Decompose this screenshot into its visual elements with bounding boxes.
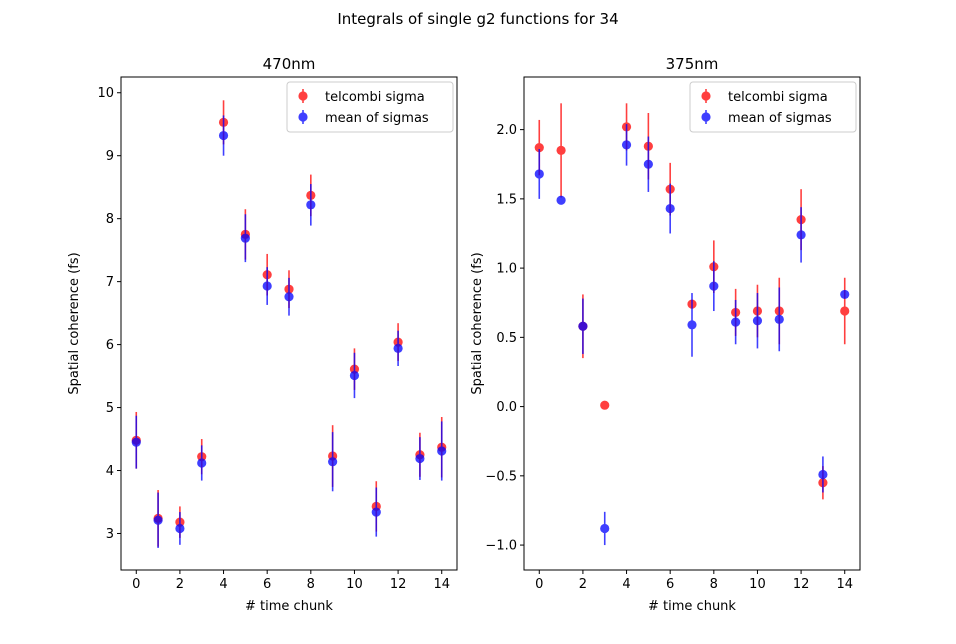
data-point bbox=[774, 314, 784, 324]
legend-box bbox=[286, 81, 454, 133]
data-point bbox=[262, 281, 272, 291]
data-point bbox=[709, 281, 719, 291]
data-point bbox=[818, 469, 828, 480]
y-tick-label: 6 bbox=[106, 338, 114, 353]
x-tick-label: 0 bbox=[132, 577, 140, 592]
data-point bbox=[621, 140, 632, 150]
series-mean-of-sigmas bbox=[131, 115, 447, 548]
data-point bbox=[131, 437, 141, 447]
data-point bbox=[556, 145, 566, 155]
data-point bbox=[284, 292, 294, 302]
y-tick-label: 0.5 bbox=[496, 331, 517, 346]
x-tick-label: 14 bbox=[836, 577, 853, 592]
y-tick-label: 4 bbox=[106, 464, 114, 479]
x-tick-label: 10 bbox=[346, 577, 363, 592]
data-point bbox=[328, 457, 338, 467]
data-point bbox=[240, 233, 250, 243]
y-tick-label: 2.0 bbox=[496, 123, 517, 138]
data-point bbox=[687, 320, 697, 330]
legend-box bbox=[689, 81, 857, 133]
x-axis-label: # time chunk bbox=[245, 599, 333, 614]
legend-marker-dot bbox=[298, 91, 308, 101]
data-point bbox=[840, 306, 850, 316]
y-tick-label: 3 bbox=[106, 527, 114, 542]
legend-marker-dot bbox=[701, 112, 711, 122]
x-tick-label: 6 bbox=[263, 577, 271, 592]
y-tick-label: 8 bbox=[106, 212, 114, 227]
x-tick-label: 6 bbox=[666, 577, 674, 592]
data-point bbox=[371, 507, 381, 517]
legend-marker bbox=[298, 110, 308, 124]
x-tick-label: 8 bbox=[307, 577, 315, 592]
legend-marker bbox=[701, 89, 711, 103]
legend-label: telcombi sigma bbox=[325, 90, 425, 105]
data-point bbox=[197, 458, 207, 468]
data-point bbox=[840, 289, 850, 300]
x-tick-label: 4 bbox=[219, 577, 227, 592]
legend-marker-dot bbox=[701, 91, 711, 101]
y-tick-label: 7 bbox=[106, 275, 114, 290]
data-point bbox=[175, 523, 185, 534]
y-tick-label: 10 bbox=[97, 86, 114, 101]
y-tick-label: −1.0 bbox=[485, 539, 517, 554]
axes-frame bbox=[523, 76, 861, 571]
legend: telcombi sigma mean of sigmas bbox=[286, 81, 454, 133]
data-point bbox=[306, 200, 316, 210]
data-point bbox=[534, 143, 544, 153]
x-tick-label: 4 bbox=[622, 577, 630, 592]
y-tick-label: 1.0 bbox=[496, 262, 517, 277]
y-axis-label: Spatial coherence (fs) bbox=[470, 252, 485, 394]
x-tick-label: 2 bbox=[579, 577, 587, 592]
legend-label: telcombi sigma bbox=[728, 90, 828, 105]
legend-marker bbox=[298, 89, 308, 103]
data-point bbox=[556, 195, 566, 205]
data-point bbox=[600, 523, 610, 534]
data-point bbox=[731, 317, 741, 327]
chart-panel-0: 470nm 0 2 4 6 8 10 12 14 3 4 5 6 7 8 9 10 # time chunk Spa… bbox=[67, 55, 458, 614]
data-point bbox=[393, 343, 403, 353]
x-tick-label: 8 bbox=[710, 577, 718, 592]
y-tick-label: 0.0 bbox=[496, 400, 517, 415]
data-point bbox=[153, 515, 163, 525]
data-point bbox=[600, 400, 610, 410]
data-point bbox=[643, 159, 653, 169]
data-point bbox=[796, 230, 806, 240]
legend-label: mean of sigmas bbox=[728, 111, 832, 126]
data-point bbox=[752, 316, 763, 326]
legend-marker bbox=[701, 110, 711, 124]
data-point bbox=[578, 321, 588, 331]
x-tick-label: 10 bbox=[749, 577, 766, 592]
data-point bbox=[349, 370, 360, 381]
figure-suptitle: Integrals of single g2 functions for 34 bbox=[337, 10, 618, 28]
x-tick-label: 12 bbox=[793, 577, 810, 592]
x-tick-label: 0 bbox=[535, 577, 543, 592]
x-tick-label: 14 bbox=[433, 577, 450, 592]
x-tick-label: 2 bbox=[176, 577, 184, 592]
legend-marker-dot bbox=[298, 112, 308, 122]
data-point bbox=[437, 446, 447, 456]
y-tick-label: 1.5 bbox=[496, 192, 517, 207]
series-mean-of-sigmas bbox=[534, 124, 850, 546]
data-point bbox=[415, 453, 425, 464]
legend-label: mean of sigmas bbox=[325, 111, 429, 126]
data-point bbox=[665, 203, 675, 214]
y-axis-label: Spatial coherence (fs) bbox=[67, 252, 82, 394]
chart-title: 470nm bbox=[263, 55, 316, 73]
x-tick-label: 12 bbox=[390, 577, 407, 592]
axes-frame bbox=[120, 76, 458, 571]
chart-title: 375nm bbox=[666, 55, 719, 73]
y-tick-label: 9 bbox=[106, 149, 114, 164]
x-axis-label: # time chunk bbox=[648, 599, 736, 614]
chart-panel-1: 375nm 0 2 4 6 8 10 12 14 −1.0 −0.5 0.0 0.5 1.0 1.5 2.0 #… bbox=[470, 55, 861, 614]
legend: telcombi sigma mean of sigmas bbox=[689, 81, 857, 133]
data-point bbox=[534, 169, 544, 179]
data-point bbox=[218, 130, 229, 141]
y-tick-label: 5 bbox=[106, 401, 114, 416]
y-tick-label: −0.5 bbox=[485, 469, 517, 484]
